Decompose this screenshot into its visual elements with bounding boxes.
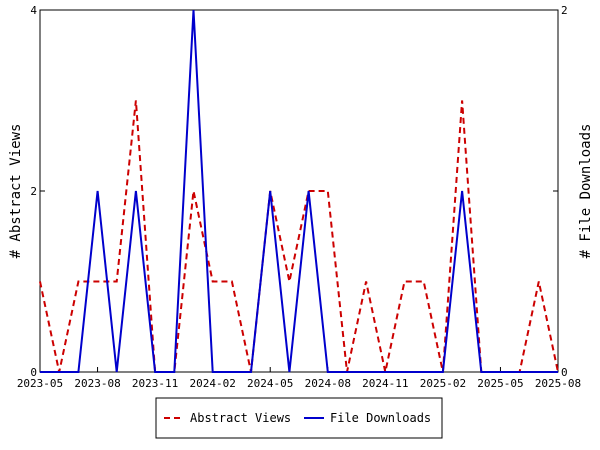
x-tick-label: 2023-08 bbox=[74, 377, 120, 390]
series-line-file-downloads bbox=[40, 9, 558, 373]
x-tick-label: 2025-08 bbox=[535, 377, 581, 390]
left-y-tick-label: 2 bbox=[30, 185, 37, 198]
x-tick-label: 2023-11 bbox=[132, 377, 178, 390]
left-y-tick-label: 0 bbox=[30, 366, 37, 379]
legend-box bbox=[155, 397, 443, 439]
series-line-abstract-views bbox=[39, 100, 559, 373]
right-y-tick-label: 2 bbox=[561, 4, 568, 17]
right-y-tick-label: 0 bbox=[561, 366, 568, 379]
series-layer bbox=[39, 9, 559, 373]
left-axis-title: # Abstract Views bbox=[8, 124, 24, 259]
legend: Abstract Views File Downloads bbox=[155, 397, 443, 439]
legend-label-file-downloads: File Downloads bbox=[330, 411, 431, 425]
x-tick-label: 2024-02 bbox=[189, 377, 235, 390]
x-tick-label: 2024-08 bbox=[305, 377, 351, 390]
x-tick-label: 2023-05 bbox=[17, 377, 63, 390]
x-tick-label: 2024-11 bbox=[362, 377, 408, 390]
x-tick-label: 2025-02 bbox=[420, 377, 466, 390]
legend-label-abstract-views: Abstract Views bbox=[190, 411, 291, 425]
x-tick-label: 2025-05 bbox=[477, 377, 523, 390]
x-axis: 2023-05 2023-08 2023-11 2024-02 2024-05 2024-… bbox=[17, 367, 581, 390]
left-y-tick-label: 4 bbox=[30, 4, 37, 17]
plot-area bbox=[39, 9, 559, 373]
right-axis-title: # File Downloads bbox=[578, 124, 594, 259]
x-tick-label: 2024-05 bbox=[247, 377, 293, 390]
